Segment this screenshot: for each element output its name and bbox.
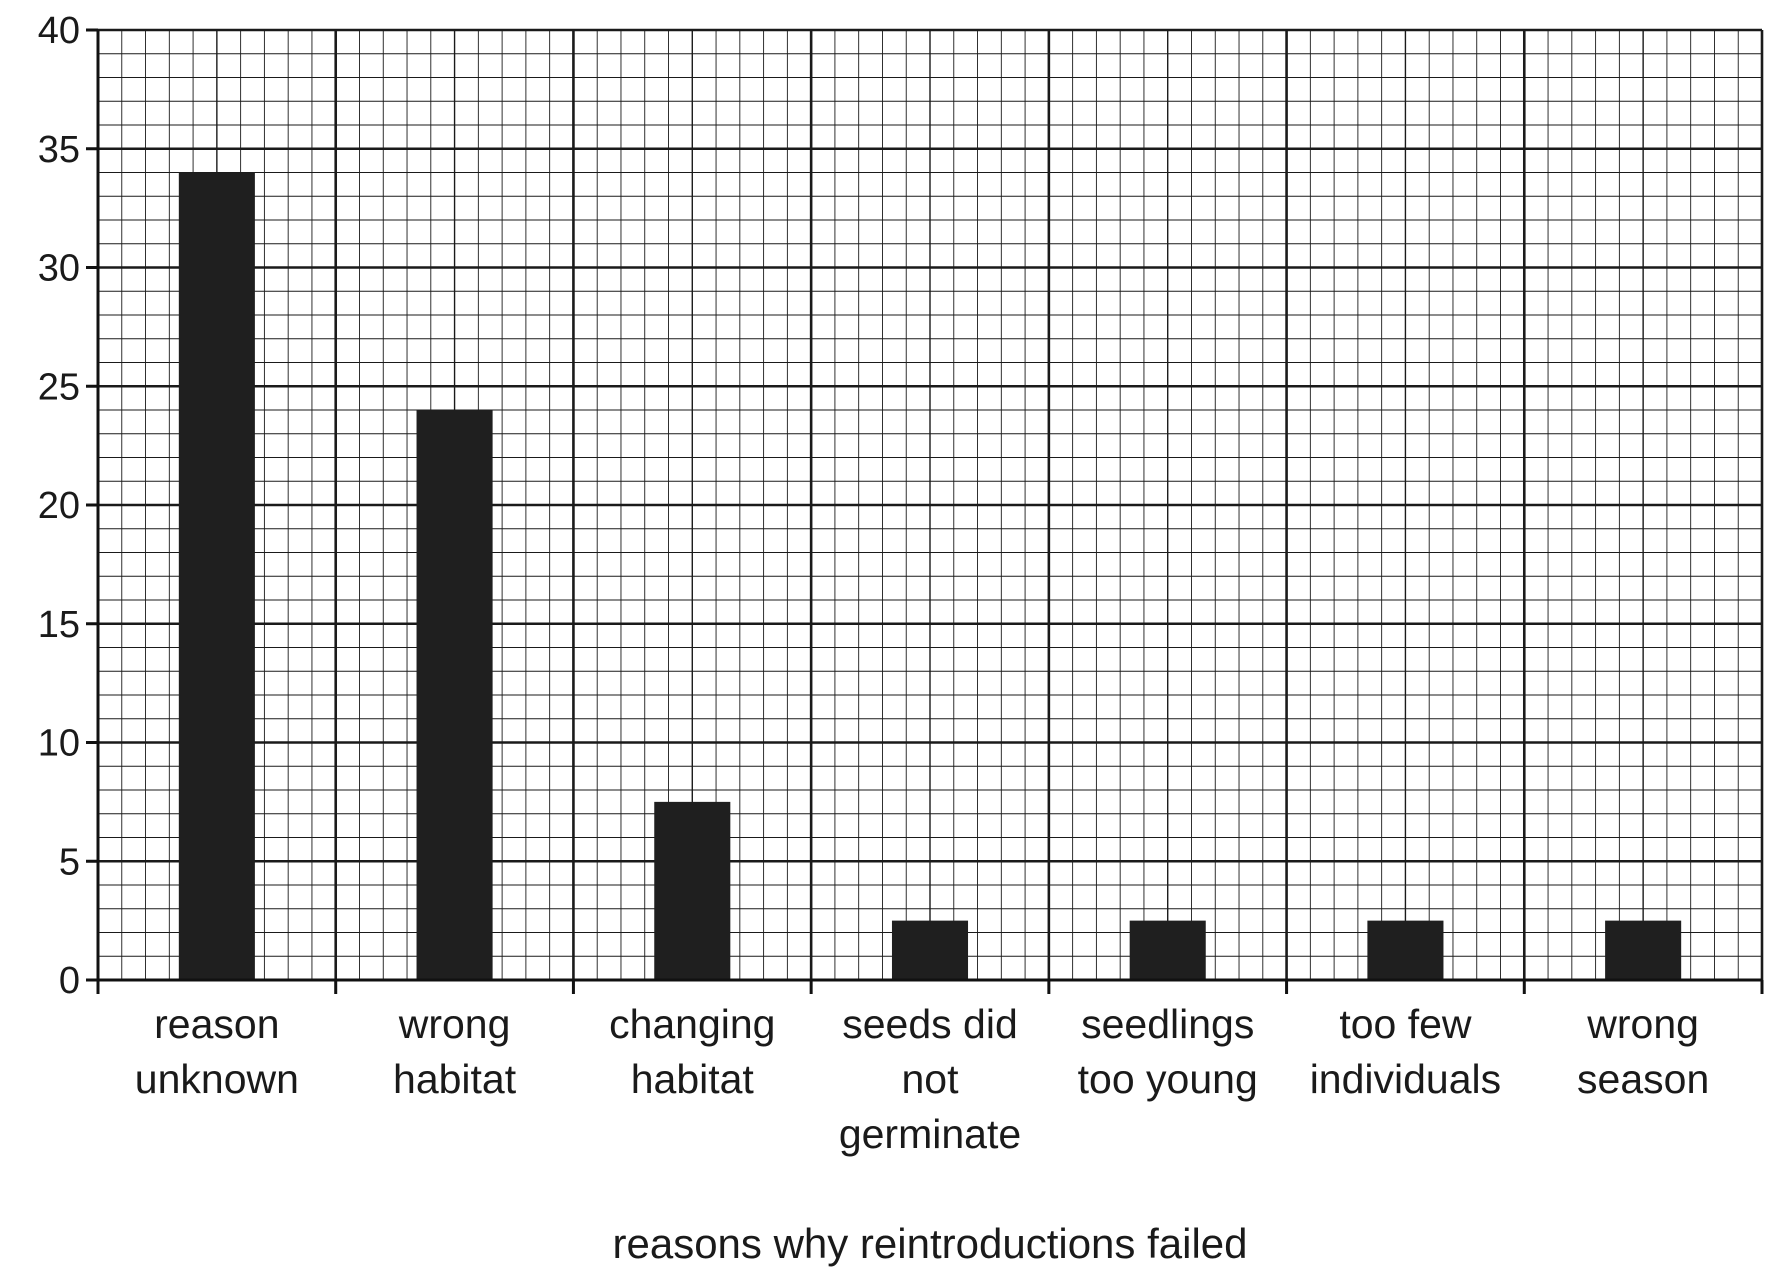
x-tick-label: season: [1577, 1056, 1709, 1102]
x-tick-label: unknown: [135, 1056, 299, 1102]
bars: [178, 172, 1682, 980]
y-tick-label: 0: [59, 960, 80, 1002]
x-tick-label: habitat: [631, 1056, 755, 1102]
bar: [416, 410, 493, 980]
y-tick-labels: 0 5 10 15 20 25 30 35 40: [38, 10, 80, 1002]
axes: [86, 28, 1764, 994]
y-tick-label: 5: [59, 841, 80, 883]
x-tick-label: too few: [1339, 1001, 1472, 1047]
y-tick-label: 10: [38, 723, 80, 765]
y-tick-label: 30: [38, 248, 80, 290]
x-tick-label: seeds did: [842, 1001, 1018, 1047]
bar: [654, 801, 731, 980]
x-tick-label: germinate: [839, 1111, 1021, 1157]
x-tick-label: individuals: [1310, 1056, 1501, 1102]
x-tick-label: seedlings: [1081, 1001, 1254, 1047]
x-tick-label: not: [902, 1056, 960, 1102]
x-tick-labels: reason unknown wrong habitat changing habitat…: [135, 1001, 1709, 1157]
bar: [1129, 920, 1206, 980]
y-tick-label: 40: [38, 10, 80, 52]
x-tick-label: changing: [609, 1001, 775, 1047]
y-tick-label: 20: [38, 485, 80, 527]
x-tick-label: reason: [154, 1001, 279, 1047]
x-tick-label: wrong: [398, 1001, 511, 1047]
y-tick-label: 25: [38, 366, 80, 408]
bar: [1605, 920, 1682, 980]
x-tick-label: habitat: [393, 1056, 517, 1102]
bar: [1367, 920, 1444, 980]
y-tick-label: 15: [38, 604, 80, 646]
x-tick-label: too young: [1078, 1056, 1258, 1102]
y-tick-label: 35: [38, 129, 80, 171]
bar: [891, 920, 969, 980]
x-tick-label: wrong: [1586, 1001, 1699, 1047]
x-axis-title: reasons why reintroductions failed: [612, 1220, 1247, 1267]
bar: [178, 172, 255, 980]
